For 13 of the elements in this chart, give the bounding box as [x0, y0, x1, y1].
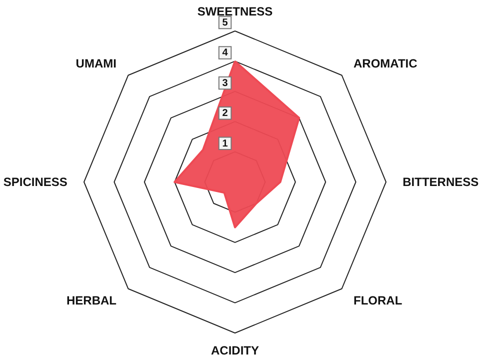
spoke-label: UMAMI — [76, 56, 116, 70]
spoke-label: FLORAL — [354, 294, 402, 308]
spoke-label: AROMATIC — [354, 56, 418, 70]
spoke-label: SWEETNESS — [197, 4, 273, 18]
y-tick-label: 1 — [222, 138, 228, 150]
spoke-label: ACIDITY — [211, 344, 259, 358]
spoke-label: HERBAL — [66, 294, 116, 308]
spoke-label: BITTERNESS — [402, 175, 479, 189]
spoke-label: SPICINESS — [3, 175, 68, 189]
y-tick-label: 3 — [222, 78, 228, 89]
y-tick-label: 2 — [222, 108, 228, 120]
y-tick-label: 4 — [222, 48, 228, 59]
y-tick-label: 5 — [222, 18, 228, 29]
